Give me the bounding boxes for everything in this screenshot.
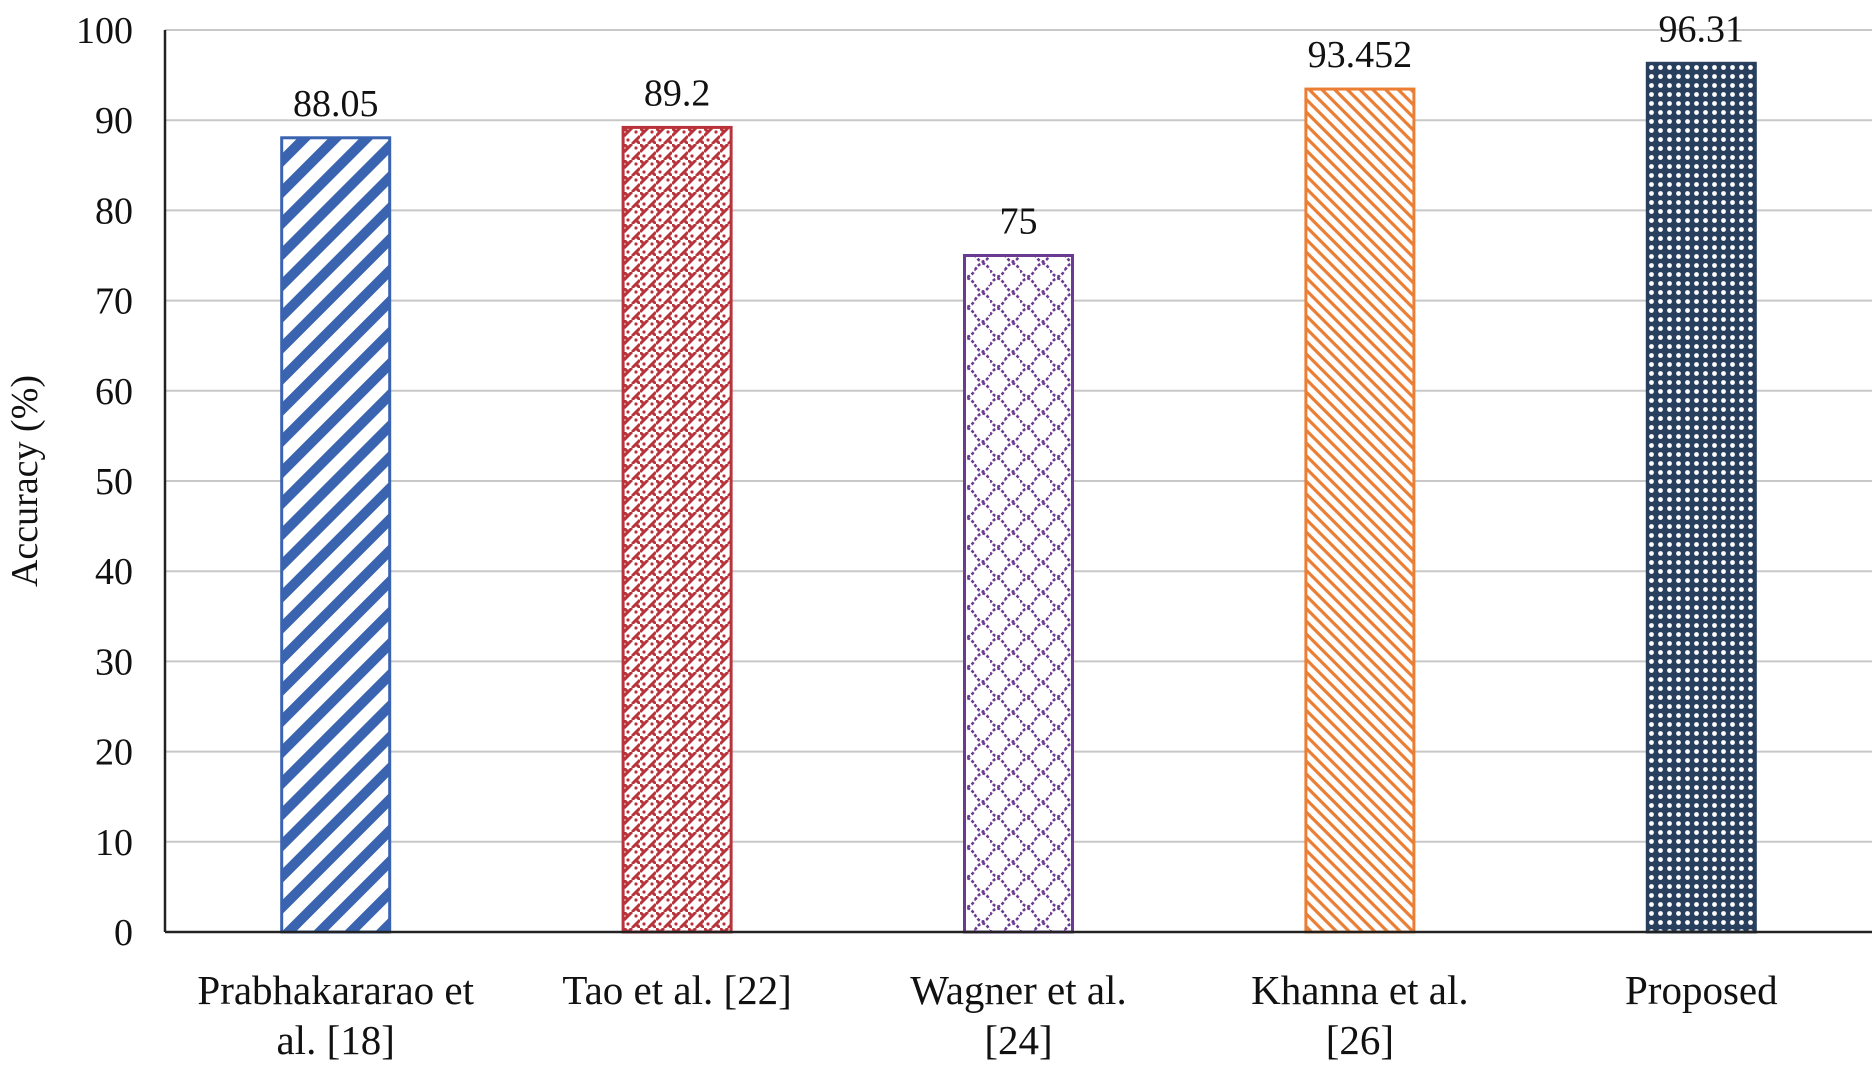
y-tick-label-80: 80 [95, 190, 133, 232]
x-category-label-3-line-1: [26] [1326, 1017, 1394, 1063]
y-tick-label-20: 20 [95, 732, 133, 774]
y-axis-ticks: 0 10 20 30 40 50 60 70 80 90 100 [76, 10, 133, 954]
x-category-label-3: Khanna et al. [26] [1251, 967, 1468, 1063]
data-label-1: 89.2 [644, 72, 711, 114]
data-label-4: 96.31 [1659, 8, 1745, 50]
x-category-label-0-line-1: al. [18] [276, 1017, 394, 1063]
x-category-label-0: Prabhakararao et al. [18] [197, 967, 474, 1063]
bar-3 [1304, 87, 1416, 934]
x-category-label-2-line-1: [24] [984, 1017, 1052, 1063]
x-category-label-0-line-0: Prabhakararao et [197, 967, 474, 1013]
x-category-label-2: Wagner et al. [24] [910, 967, 1126, 1063]
x-axis-categories: Prabhakararao et al. [18] Tao et al. [22] W… [197, 967, 1777, 1063]
x-category-label-1-line-0: Tao et al. [22] [562, 967, 791, 1013]
y-tick-label-40: 40 [95, 551, 133, 593]
y-axis-title: Accuracy (%) [4, 375, 46, 587]
x-category-label-3-line-0: Khanna et al. [1251, 967, 1468, 1013]
data-label-0: 88.05 [293, 83, 379, 125]
y-tick-label-50: 50 [95, 461, 133, 503]
y-tick-label-70: 70 [95, 281, 133, 323]
data-labels: 88.05 89.2 75 93.452 96.31 [293, 8, 1744, 242]
bar-2 [963, 254, 1074, 934]
x-category-label-4-line-0: Proposed [1625, 967, 1778, 1013]
bars [280, 61, 1757, 934]
y-tick-label-10: 10 [95, 822, 133, 864]
bar-1 [621, 125, 733, 934]
y-tick-label-90: 90 [95, 100, 133, 142]
data-label-3: 93.452 [1308, 34, 1413, 76]
data-label-2: 75 [1000, 201, 1038, 243]
x-category-label-4: Proposed [1625, 967, 1778, 1013]
y-tick-label-100: 100 [76, 10, 133, 52]
y-tick-label-0: 0 [114, 912, 133, 954]
y-tick-label-30: 30 [95, 641, 133, 683]
bar-0 [280, 136, 392, 934]
x-category-label-2-line-0: Wagner et al. [910, 967, 1126, 1013]
x-category-label-1: Tao et al. [22] [562, 967, 791, 1013]
y-tick-label-60: 60 [95, 371, 133, 413]
bar-4 [1645, 61, 1757, 934]
